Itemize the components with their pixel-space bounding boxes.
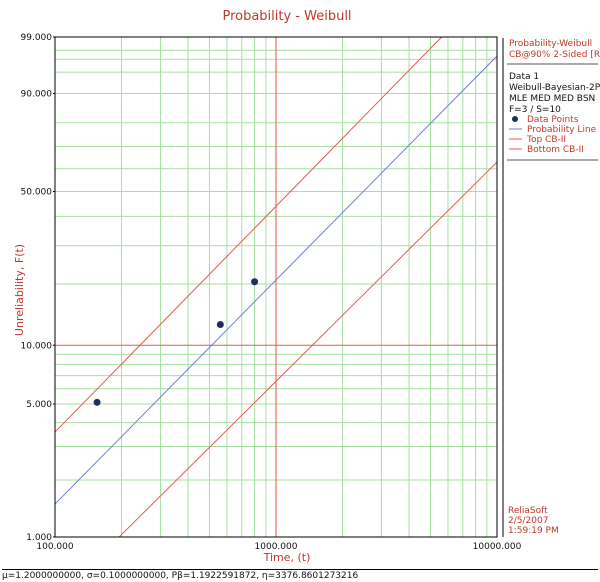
y-tick-label: 5.000 xyxy=(26,400,52,410)
legend-entry-probability-line: Probability Line xyxy=(527,125,597,135)
y-tick-label: 90.000 xyxy=(21,90,53,100)
y-tick-label: 50.000 xyxy=(21,188,53,198)
x-tick-labels: 100.000 1000.000 10000.000 xyxy=(36,542,521,552)
series-layer xyxy=(55,37,497,537)
data-point xyxy=(216,321,224,329)
data-point xyxy=(251,278,259,286)
x-axis-title: Time, (t) xyxy=(263,551,311,564)
stamp-company: ReliaSoft xyxy=(508,506,548,516)
y-axis-title: Unreliability, F(t) xyxy=(13,244,26,336)
x-tick-label: 10000.000 xyxy=(473,542,522,552)
legend-data-3: MLE MED MED BSN xyxy=(509,94,595,104)
legend-data-1: Data 1 xyxy=(509,72,539,82)
y-tick-labels: 1.000 5.000 10.000 50.000 90.000 99.000 xyxy=(21,33,55,543)
plot-frame xyxy=(54,36,498,538)
chart-title: Probability - Weibull xyxy=(222,9,351,24)
probability-line xyxy=(55,55,497,505)
legend: Probability-Weibull CB@90% 2-Sided [R] D… xyxy=(502,38,600,537)
y-tick-label: 99.000 xyxy=(21,33,53,43)
y-tick-label: 1.000 xyxy=(26,533,52,543)
y-tick-label: 10.000 xyxy=(21,341,53,351)
legend-entry-data-points: Data Points xyxy=(527,115,579,125)
stamp: ReliaSoft 2/5/2007 1:59:19 PM xyxy=(508,506,559,536)
x-tick-label: 1000.000 xyxy=(255,542,298,552)
stamp-time: 1:59:19 PM xyxy=(508,526,559,536)
legend-data-4: F=3 / S=10 xyxy=(509,105,561,115)
parameter-footer: μ=1.2000000000, σ=0.1000000000, Pβ=1.192… xyxy=(2,569,598,582)
legend-header-1: Probability-Weibull xyxy=(509,39,592,49)
legend-dot-icon xyxy=(512,116,518,122)
legend-entry-top-cb: Top CB-II xyxy=(526,135,566,145)
x-tick-label: 100.000 xyxy=(36,542,73,552)
top-cb-ii-line xyxy=(55,37,443,433)
legend-entry-bottom-cb: Bottom CB-II xyxy=(527,145,584,155)
weibull-chart: Probability - Weibull 1.000 5.000 10.000 50… xyxy=(13,9,600,564)
legend-header-2: CB@90% 2-Sided [R] xyxy=(509,50,600,60)
reference-lines xyxy=(55,37,497,537)
legend-data-2: Weibull-Bayesian-2P xyxy=(509,83,600,93)
data-point xyxy=(93,398,101,406)
stamp-date: 2/5/2007 xyxy=(508,516,548,526)
bottom-cb-ii-line xyxy=(118,161,497,537)
